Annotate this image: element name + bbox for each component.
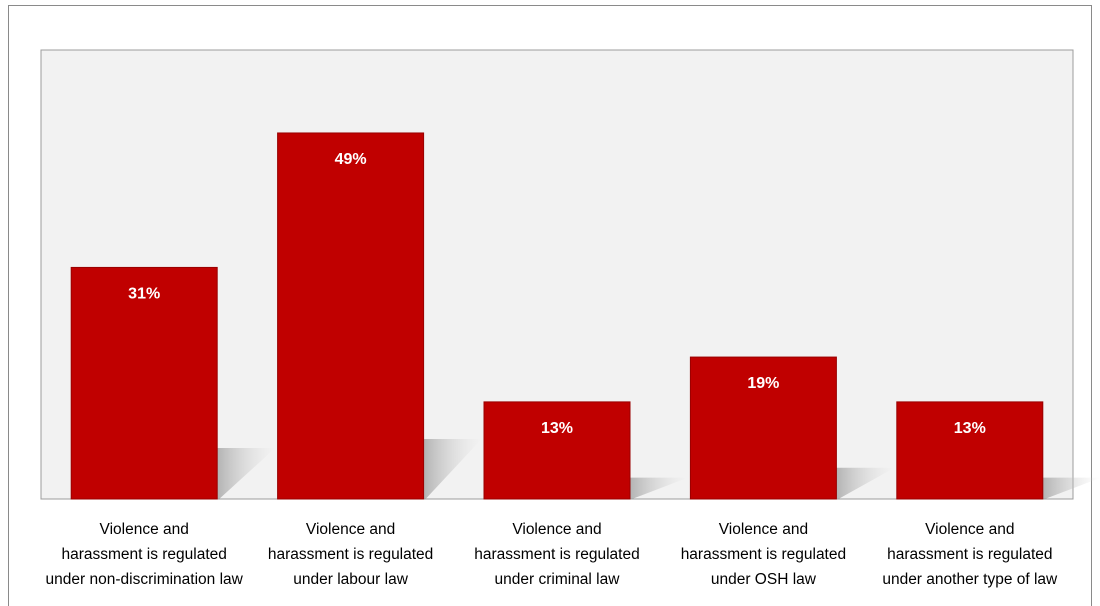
category-label-line: harassment is regulated	[887, 546, 1052, 563]
bar-shadow	[630, 477, 688, 499]
category-label-line: harassment is regulated	[268, 546, 433, 563]
bar-shadow	[423, 439, 482, 499]
category-label: Violence and harassment is regulated under…	[268, 521, 433, 588]
category-label-line: under OSH law	[711, 571, 817, 588]
category-label-line: Violence and	[306, 521, 395, 538]
bar	[689, 356, 837, 500]
bar-shadow	[217, 448, 276, 499]
data-label: 13%	[541, 420, 573, 437]
category-label-line: under non-discrimination law	[46, 571, 244, 588]
category-label-line: Violence and	[100, 521, 189, 538]
category-label: Violence and harassment is regulated under…	[474, 521, 639, 588]
data-label: 19%	[747, 375, 779, 392]
category-label-line: harassment is regulated	[681, 546, 846, 563]
data-label: 49%	[335, 151, 367, 168]
bar	[70, 266, 218, 500]
category-label-line: under criminal law	[495, 571, 621, 588]
bar	[277, 132, 425, 500]
bar	[483, 401, 631, 500]
bar-shadow	[1042, 477, 1100, 499]
category-label: Violence and harassment is regulated under…	[882, 521, 1058, 588]
category-label: Violence and harassment is regulated under…	[46, 521, 244, 588]
category-label-line: Violence and	[512, 521, 601, 538]
category-label: Violence and harassment is regulated under…	[681, 521, 846, 588]
category-label-line: under another type of law	[882, 571, 1058, 588]
category-label-line: Violence and	[719, 521, 808, 538]
category-label-line: under labour law	[293, 571, 408, 588]
category-label-line: Violence and	[925, 521, 1014, 538]
bar-shadow	[836, 467, 895, 499]
category-label-line: harassment is regulated	[61, 546, 226, 563]
data-label: 13%	[954, 420, 986, 437]
data-label: 31%	[128, 285, 160, 302]
bar	[896, 401, 1044, 500]
category-label-line: harassment is regulated	[474, 546, 639, 563]
